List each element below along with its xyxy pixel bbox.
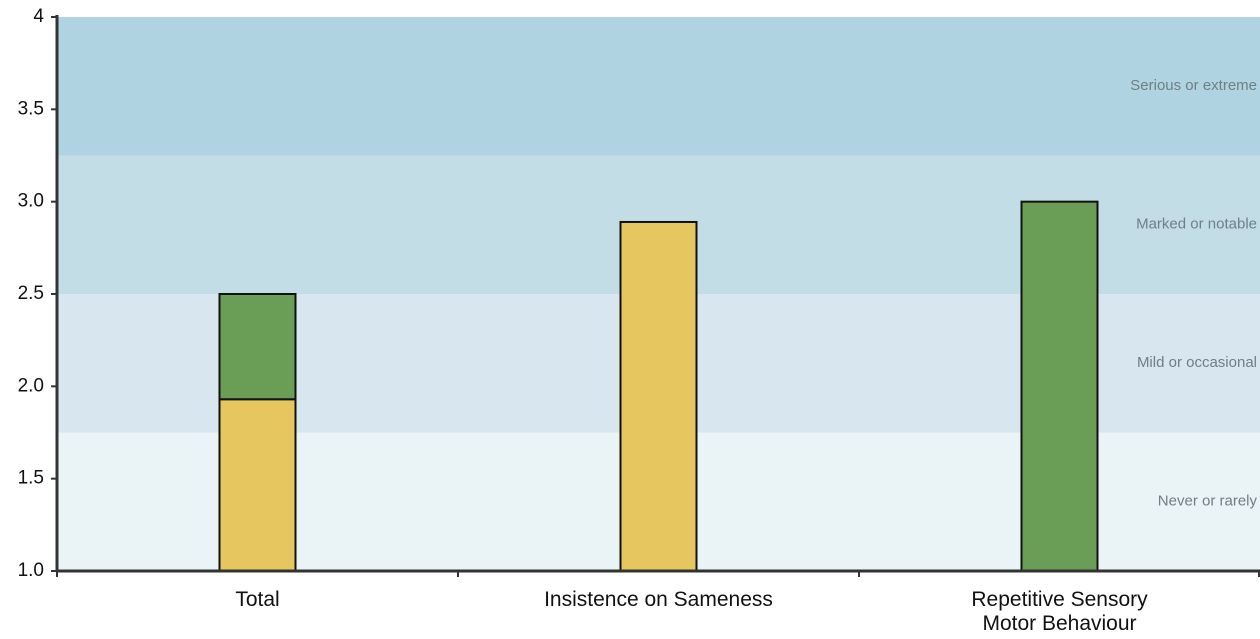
bar — [218, 293, 297, 401]
y-tick-label: 1.5 — [18, 468, 44, 489]
band-label: Serious or extreme — [1130, 77, 1257, 94]
band-label: Mild or occasional — [1137, 354, 1257, 371]
band-label: Marked or notable — [1136, 216, 1257, 233]
y-tick-label: 3.5 — [18, 98, 44, 119]
y-tick-label: 2.0 — [18, 375, 44, 396]
x-tick-label: Insistence on Sameness — [544, 588, 773, 611]
x-tick-label: Total — [235, 588, 280, 611]
bar — [218, 398, 297, 573]
y-tick-label: 1.0 — [18, 560, 44, 581]
x-tick-label: Repetitive Sensory Motor Behaviour — [971, 588, 1148, 635]
bar — [1020, 200, 1099, 573]
y-tick-label: 2.5 — [18, 283, 44, 304]
band-label: Never or rarely — [1158, 493, 1258, 510]
band — [57, 17, 1260, 156]
y-tick-label: 3.0 — [18, 191, 44, 212]
bar — [619, 220, 698, 572]
y-tick-label: 4 — [33, 6, 44, 27]
